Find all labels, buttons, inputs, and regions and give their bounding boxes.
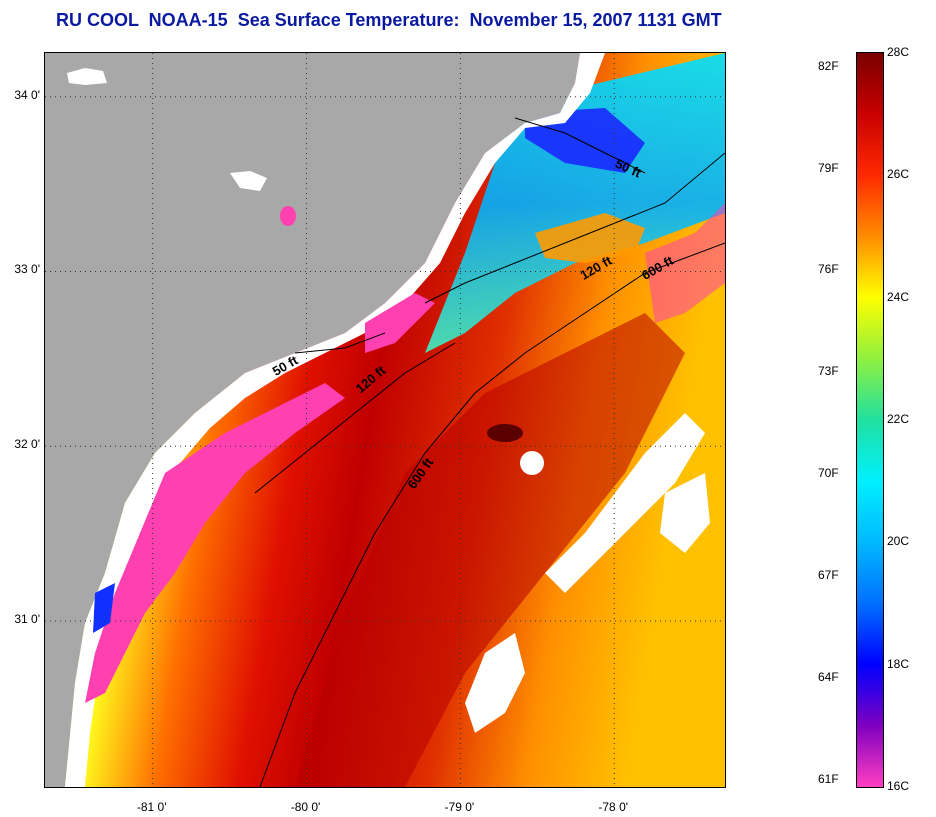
nearshore-blue-patch	[93, 583, 115, 633]
warm-water-patch	[535, 213, 645, 263]
colorbar-celsius-label: 24C	[887, 289, 910, 304]
longitude-tick-label: -79 0'	[444, 800, 475, 814]
longitude-tick-label: -78 0'	[598, 800, 629, 814]
isobath-50ft-north	[514, 117, 646, 174]
colorbar-fahrenheit-label: 70F	[818, 466, 839, 481]
colorbar-fahrenheit-label: 67F	[818, 568, 839, 583]
nearshore-cold-water-north	[365, 293, 435, 353]
isobath-50ft-south	[294, 332, 386, 354]
offshore-cloud-band	[545, 413, 705, 593]
eddy-core	[487, 424, 523, 442]
colorbar-celsius-label: 20C	[887, 534, 910, 549]
colorbar-celsius-label: 18C	[887, 656, 910, 671]
land-cloud-blob	[230, 171, 267, 191]
latitude-tick-label: 34 0'	[14, 87, 40, 102]
longitude-tick-label: -80 0'	[290, 800, 321, 814]
land-pink-blob	[280, 206, 296, 226]
colorbar-celsius-label: 16C	[887, 779, 910, 793]
map-title: RU COOL NOAA-15 Sea Surface Temperature:…	[56, 10, 722, 30]
offshore-pink-streaks	[645, 203, 725, 323]
temperature-colorbar	[856, 52, 884, 788]
northern-shelf-water	[425, 53, 725, 353]
colorbar-fahrenheit-label: 73F	[818, 364, 839, 379]
land-cloud-blob	[67, 68, 107, 85]
gulf-stream-core	[295, 313, 685, 787]
nearshore-cold-water	[85, 383, 345, 703]
graticule	[45, 53, 725, 787]
colorbar-fahrenheit-label: 64F	[818, 670, 839, 685]
colorbar-fahrenheit-label: 76F	[818, 262, 839, 277]
longitude-tick-label: -81 0'	[136, 800, 167, 814]
colorbar-celsius-label: 26C	[887, 167, 910, 182]
latitude-tick-label: 31 0'	[14, 611, 40, 626]
sst-map: 50 ft 120 ft 600 ft 50 ft 120 ft 600 ft	[44, 52, 726, 788]
colorbar-fahrenheit-label: 79F	[818, 160, 839, 175]
offshore-cloud-patch	[465, 633, 525, 733]
latitude-tick-label: 33 0'	[14, 262, 40, 277]
colorbar-celsius-label: 28C	[887, 45, 910, 59]
isobath-120ft-north	[424, 152, 725, 304]
small-cloud	[520, 451, 544, 475]
colorbar-fahrenheit-label: 82F	[818, 58, 839, 73]
land-mass	[45, 53, 580, 787]
isobath-600ft	[259, 242, 725, 787]
isobath-120ft-south	[254, 342, 456, 494]
colorbar-fahrenheit-label: 61F	[818, 772, 839, 787]
latitude-tick-label: 32 0'	[14, 437, 40, 452]
offshore-cloud-patch-east	[660, 473, 710, 553]
colorbar-celsius-label: 22C	[887, 412, 910, 426]
